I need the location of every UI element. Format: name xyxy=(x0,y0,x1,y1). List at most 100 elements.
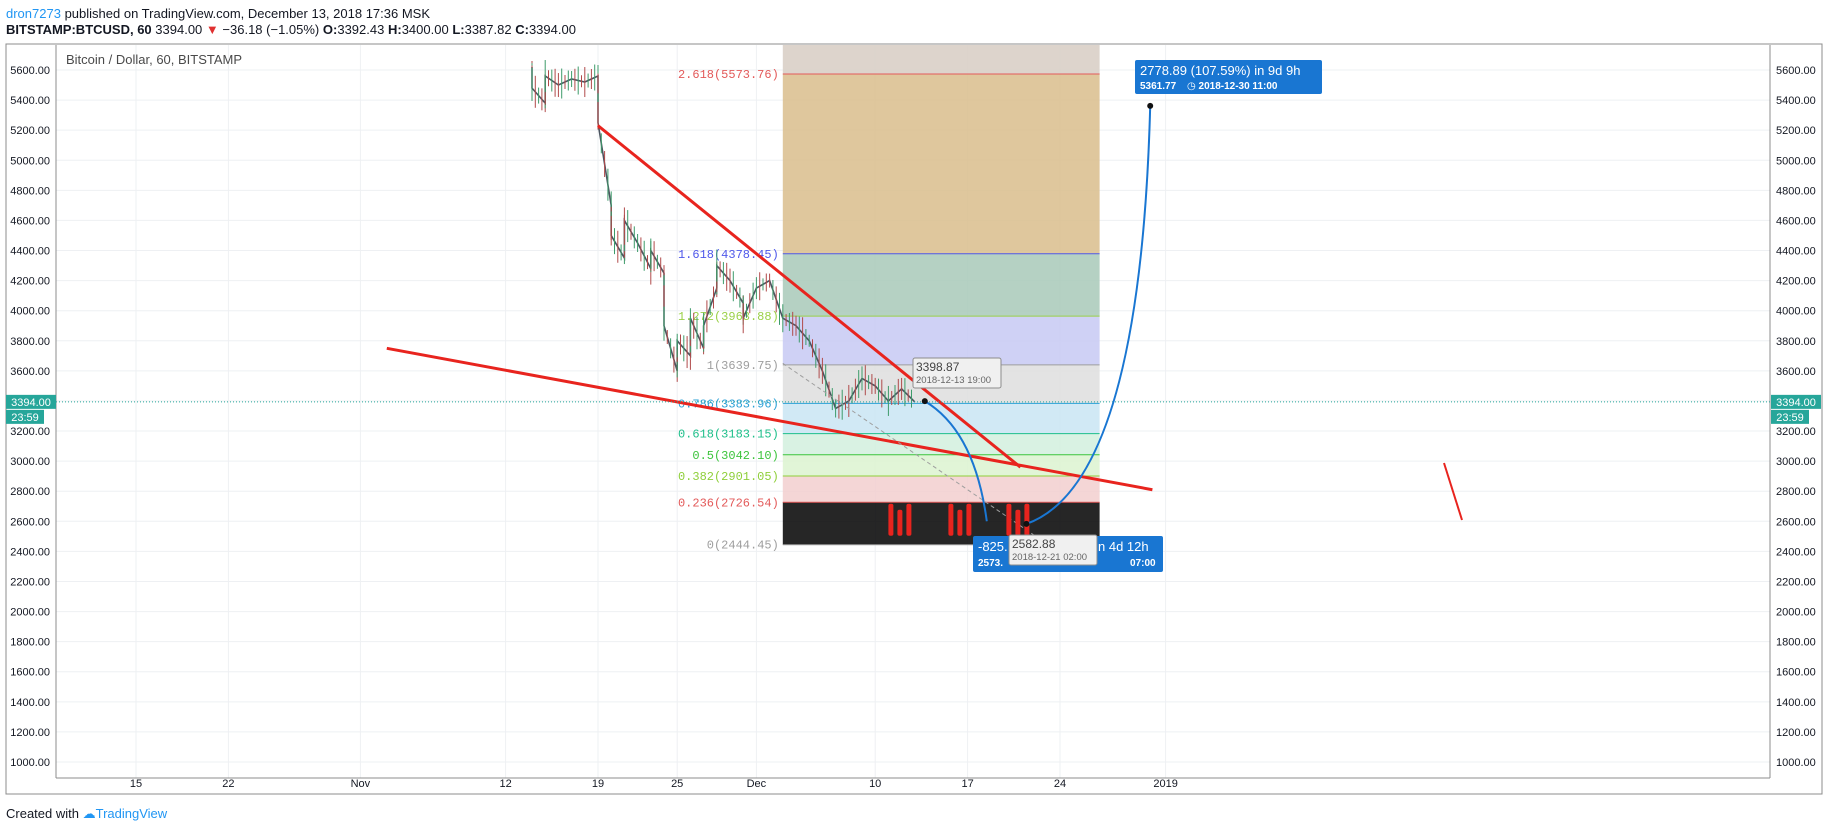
y-tick-label-left: 4200.00 xyxy=(10,276,50,288)
ohlc-h-label: H: xyxy=(387,22,402,37)
published-text: published on TradingView.com, December 1… xyxy=(64,6,431,21)
projection-arrow-down xyxy=(924,400,988,522)
last-price-text: 3394.00 xyxy=(155,22,203,37)
y-tick-label-left: 3600.00 xyxy=(10,366,50,378)
y-tick-label-right: 2400.00 xyxy=(1776,546,1816,558)
brush-mark xyxy=(1015,509,1021,536)
y-tick-label-right: 4200.00 xyxy=(1776,276,1816,288)
ohlc-l-label: L: xyxy=(452,22,465,37)
symbol-name: BITSTAMP:BTCUSD, 60 xyxy=(6,22,152,37)
x-tick-label: 19 xyxy=(592,778,604,790)
y-tick-label-right: 2200.00 xyxy=(1776,576,1816,588)
y-tick-label-left: 2200.00 xyxy=(10,576,50,588)
peak-callout-line1: 2778.89 (107.59%) in 9d 9h xyxy=(1140,63,1300,78)
drop-callout-right: n 4d 12h xyxy=(1098,539,1149,554)
ohlc-h-value: 3400.00 xyxy=(401,22,449,37)
point-label-value-2: 2582.88 xyxy=(1012,537,1056,551)
y-tick-label-right: 5200.00 xyxy=(1776,125,1816,137)
fib-level-label: 2.618(5573.76) xyxy=(678,68,779,82)
y-tick-label-left: 3200.00 xyxy=(10,426,50,438)
y-tick-label-left: 2600.00 xyxy=(10,516,50,528)
y-tick-label-right: 1000.00 xyxy=(1776,757,1816,769)
brush-mark xyxy=(897,509,903,536)
y-tick-label-right: 3200.00 xyxy=(1776,426,1816,438)
y-tick-label-left: 1600.00 xyxy=(10,667,50,679)
y-tick-label-left: 1000.00 xyxy=(10,757,50,769)
drop-callout-left: -825. xyxy=(978,539,1008,554)
axes: 1000.00 1000.00 1200.00 1200.00 1400.00 1400.… xyxy=(6,45,1821,790)
y-tick-label-right: 5600.00 xyxy=(1776,65,1816,77)
brush-mark xyxy=(888,503,894,536)
ohlc-o-value: 3392.43 xyxy=(337,22,385,37)
fibonacci-retracement[interactable]: 2.618(5573.76)1.618(4378.45)1.272(3963.8… xyxy=(678,45,1100,553)
y-tick-label-left: 5600.00 xyxy=(10,65,50,77)
fib-level-label: 1.272(3963.88) xyxy=(678,310,779,324)
brush-mark xyxy=(948,503,954,536)
brush-mark xyxy=(1024,503,1030,536)
last-price-tag-left xyxy=(6,394,56,409)
footer: Created with ☁TradingView xyxy=(6,806,167,822)
change-down-icon: ▼ xyxy=(205,22,219,37)
brush-mark xyxy=(966,503,972,536)
y-tick-label-left: 3000.00 xyxy=(10,456,50,468)
point-label-date-2: 2018-12-21 02:00 xyxy=(1012,552,1087,563)
fib-band-top xyxy=(782,45,1100,74)
countdown-tag-left xyxy=(6,409,44,424)
y-tick-label-right: 4400.00 xyxy=(1776,246,1816,258)
countdown-tag-right xyxy=(1771,409,1809,424)
y-tick-label-right: 2800.00 xyxy=(1776,486,1816,498)
y-tick-label-right: 3000.00 xyxy=(1776,456,1816,468)
author-link[interactable]: dron7273 xyxy=(6,6,61,21)
ohlc-c-label: C: xyxy=(515,22,529,37)
x-tick-label: Nov xyxy=(351,778,371,790)
y-tick-label-right: 4600.00 xyxy=(1776,215,1816,227)
y-tick-label-right: 2000.00 xyxy=(1776,607,1816,619)
y-tick-label-left: 4800.00 xyxy=(10,185,50,197)
x-tick-label: 17 xyxy=(961,778,973,790)
brush-mark xyxy=(906,503,912,536)
point-label-box-1 xyxy=(912,357,1002,389)
drop-callout-right2: 07:00 xyxy=(1130,558,1156,569)
drop-callout-left2: 2573. xyxy=(978,558,1003,569)
trendline-lower xyxy=(386,346,1153,492)
brush-mark xyxy=(957,509,963,536)
y-tick-label-left: 1800.00 xyxy=(10,637,50,649)
x-tick-label: 2019 xyxy=(1153,778,1177,790)
y-tick-label-left: 5400.00 xyxy=(10,95,50,107)
fib-band xyxy=(782,433,1100,455)
anchor-point xyxy=(1147,102,1154,109)
y-tick-label-right: 1200.00 xyxy=(1776,727,1816,739)
x-tick-label: 22 xyxy=(222,778,234,790)
trendline-upper xyxy=(597,124,1022,469)
x-tick-label: Dec xyxy=(747,778,767,790)
x-tick-label: 25 xyxy=(671,778,683,790)
brand-link[interactable]: TradingView xyxy=(95,806,168,821)
last-price-value-right: 3394.00 xyxy=(1776,397,1816,409)
annotations[interactable]: 2778.89 (107.59%) in 9d 9h 5361.77 ◷ 2018-… xyxy=(912,60,1322,572)
peak-callout-box xyxy=(1135,60,1322,94)
y-tick-label-right: 1400.00 xyxy=(1776,697,1816,709)
drawing-decorations xyxy=(888,462,1463,536)
y-tick-label-left: 5200.00 xyxy=(10,125,50,137)
trendlines[interactable] xyxy=(386,124,1153,545)
y-tick-label-right: 2600.00 xyxy=(1776,516,1816,528)
y-tick-label-right: 5400.00 xyxy=(1776,95,1816,107)
point-label-box-2 xyxy=(1008,534,1098,566)
y-tick-label-left: 1200.00 xyxy=(10,727,50,739)
y-tick-label-right: 4000.00 xyxy=(1776,306,1816,318)
price-change: −36.18 (−1.05%) xyxy=(222,22,320,37)
tradingview-logo-icon: ☁ xyxy=(82,806,96,821)
fib-band xyxy=(782,316,1100,365)
y-tick-label-right: 4800.00 xyxy=(1776,185,1816,197)
y-tick-label-left: 4400.00 xyxy=(10,246,50,258)
ohlc-o-label: O: xyxy=(322,22,338,37)
y-tick-label-right: 1600.00 xyxy=(1776,667,1816,679)
brush-mark xyxy=(1006,503,1012,536)
y-tick-label-left: 1400.00 xyxy=(10,697,50,709)
chart-title: Bitcoin / Dollar, 60, BITSTAMP xyxy=(66,52,242,67)
last-price-value-left: 3394.00 xyxy=(11,397,51,409)
y-tick-label-right: 3800.00 xyxy=(1776,336,1816,348)
chart-header: dron7273 published on TradingView.com, D… xyxy=(0,0,1828,46)
y-tick-label-right: 5000.00 xyxy=(1776,155,1816,167)
